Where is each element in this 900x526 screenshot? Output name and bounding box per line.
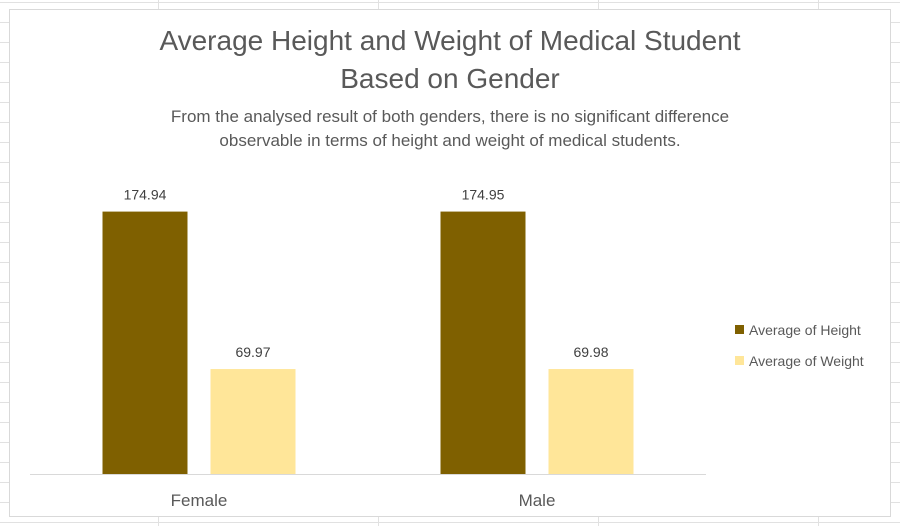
bar-female-average-of-weight	[210, 369, 296, 474]
legend-item-weight: Average of Weight	[735, 345, 864, 376]
legend-swatch-weight	[735, 356, 744, 365]
chart-title-line-2: Based on Gender	[340, 63, 560, 94]
chart-title-line-1: Average Height and Weight of Medical Stu…	[159, 25, 741, 56]
bar-male-average-of-height	[440, 211, 526, 474]
x-tick-label-female: Female	[171, 491, 228, 510]
data-label-male-average-of-height: 174.95	[462, 187, 505, 203]
chart-subtitle-line-1: From the analysed result of both genders…	[170, 107, 730, 126]
legend-item-height: Average of Height	[735, 314, 864, 345]
legend-label-height: Average of Height	[749, 321, 861, 338]
legend: Average of Height Average of Weight	[735, 314, 864, 376]
bar-male-average-of-weight	[548, 369, 634, 474]
chart-subtitle-line-2: observable in terms of height and weight…	[219, 131, 681, 150]
legend-label-weight: Average of Weight	[749, 352, 864, 369]
data-label-male-average-of-weight: 69.98	[573, 344, 608, 360]
data-label-female-average-of-height: 174.94	[124, 187, 167, 203]
x-tick-label-male: Male	[519, 491, 556, 510]
bar-female-average-of-height	[102, 211, 188, 474]
data-label-female-average-of-weight: 69.97	[235, 344, 270, 360]
chart-subtitle: From the analysed result of both genders…	[0, 105, 900, 153]
chart-title: Average Height and Weight of Medical Stu…	[0, 22, 900, 98]
legend-swatch-height	[735, 325, 744, 334]
